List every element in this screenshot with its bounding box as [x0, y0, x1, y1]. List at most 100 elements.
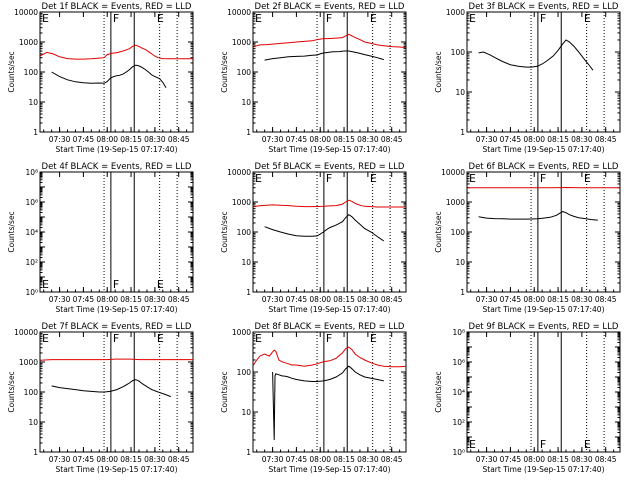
x-tick-label: 07:45 [500, 295, 522, 304]
y-tick-label: 10² [25, 258, 38, 267]
series-events-line [478, 211, 598, 221]
y-tick-label: 1000 [446, 8, 465, 17]
y-tick-label: 10 [455, 88, 465, 97]
y-tick-label: 10⁶ [452, 358, 465, 367]
flag-label-e: E [584, 12, 591, 25]
x-tick-label: 07:45 [286, 295, 308, 304]
y-axis-label: Counts/sec [7, 211, 16, 252]
y-tick-label: 1000 [19, 38, 38, 47]
x-tick-label: 08:15 [120, 135, 142, 144]
y-axis-label: Counts/sec [220, 371, 229, 412]
flag-label-e: E [370, 172, 377, 185]
y-tick-label: 10000 [227, 168, 251, 177]
x-tick-label: 08:45 [168, 455, 190, 464]
plot-frame [466, 331, 621, 453]
x-tick-label: 08:45 [381, 455, 403, 464]
y-tick-label: 10⁰ [452, 448, 465, 457]
flag-label-f: F [326, 332, 332, 345]
x-tick-label: 08:00 [523, 295, 545, 304]
flag-label-e: E [255, 12, 262, 25]
flag-label-f: F [540, 12, 546, 25]
x-tick-label: 08:30 [144, 295, 166, 304]
flag-label-e: E [157, 278, 164, 291]
x-tick-label: 07:30 [262, 455, 284, 464]
y-tick-label: 100 [451, 48, 466, 57]
x-tick-label: 07:30 [49, 295, 71, 304]
y-tick-label: 1 [246, 128, 251, 137]
y-tick-label: 10 [241, 408, 251, 417]
panel-4: Det 4f BLACK = Events, RED = LLD 10⁰ 10² 10… [7, 162, 194, 314]
x-tick-label: 08:00 [96, 295, 118, 304]
flag-label-e: E [157, 12, 164, 25]
x-tick-label: 08:45 [381, 295, 403, 304]
y-tick-label: 10⁶ [25, 198, 38, 207]
series-lld-line [40, 44, 193, 60]
plot-frame [39, 171, 194, 293]
y-tick-label: 10⁸ [25, 168, 38, 177]
x-tick-label: 08:30 [571, 455, 593, 464]
panel-3: Det 3f BLACK = Events, RED = LLD 1 10 100 10… [434, 2, 621, 154]
series-events-line [264, 213, 385, 242]
y-tick-label: 10000 [441, 168, 465, 177]
panel-title: Det 7f BLACK = Events, RED = LLD [42, 322, 192, 332]
panel-6: Det 6f BLACK = Events, RED = LLD 1 10 100 10… [434, 162, 621, 314]
panel-title: Det 4f BLACK = Events, RED = LLD [42, 162, 192, 172]
flag-label-e: E [255, 332, 262, 345]
y-tick-label: 100 [24, 388, 39, 397]
x-tick-label: 08:15 [547, 295, 569, 304]
panel-title: Det 5f BLACK = Events, RED = LLD [255, 162, 405, 172]
x-tick-label: 07:45 [73, 455, 95, 464]
y-tick-label: 1000 [446, 198, 465, 207]
flag-label-f: F [326, 12, 332, 25]
y-tick-label: 10⁴ [452, 388, 465, 397]
x-tick-label: 08:15 [333, 455, 355, 464]
flag-label-e: E [42, 332, 49, 345]
series-lld-line [253, 346, 407, 368]
y-axis-label: Counts/sec [7, 371, 16, 412]
x-axis-label: Start Time (19-Sep-15 07:17:40) [56, 305, 178, 314]
panel-8: Det 8f BLACK = Events, RED = LLD 1 10 100 10… [220, 322, 407, 474]
series-events-line [478, 39, 594, 71]
y-tick-label: 10² [452, 418, 465, 427]
x-tick-label: 08:00 [96, 455, 118, 464]
x-tick-label: 08:00 [309, 135, 331, 144]
plot-frame [466, 11, 621, 133]
flag-label-e: E [42, 12, 49, 25]
x-tick-label: 08:15 [120, 295, 142, 304]
x-tick-label: 07:30 [476, 295, 498, 304]
series-events-line [51, 64, 167, 88]
y-tick-label: 100 [237, 228, 252, 237]
panel-title: Det 3f BLACK = Events, RED = LLD [469, 2, 619, 12]
flag-label-e: E [469, 438, 476, 451]
y-axis-label: Counts/sec [434, 51, 443, 92]
x-tick-label: 07:45 [286, 455, 308, 464]
y-tick-label: 1 [33, 448, 38, 457]
panel-title: Det 9f BLACK = Events, RED = LLD [469, 322, 619, 332]
flag-label-e: E [42, 278, 49, 291]
x-tick-label: 08:45 [168, 135, 190, 144]
y-tick-label: 1000 [232, 328, 251, 337]
panel-title: Det 2f BLACK = Events, RED = LLD [255, 2, 405, 12]
x-tick-label: 08:30 [144, 135, 166, 144]
x-tick-label: 08:15 [333, 135, 355, 144]
x-axis-label: Start Time (19-Sep-15 07:17:40) [269, 305, 391, 314]
y-tick-label: 1000 [232, 38, 251, 47]
series-lld-line [40, 358, 193, 361]
panel-2: Det 2f BLACK = Events, RED = LLD 1 10 100 10… [220, 2, 407, 154]
y-tick-label: 10000 [14, 8, 38, 17]
series-events-line [51, 379, 171, 398]
plot-frame [39, 331, 194, 453]
x-tick-label: 08:45 [595, 135, 617, 144]
x-tick-label: 08:00 [309, 295, 331, 304]
y-tick-label: 1 [460, 128, 465, 137]
x-tick-label: 08:15 [547, 455, 569, 464]
y-tick-label: 10⁴ [25, 228, 38, 237]
x-axis-label: Start Time (19-Sep-15 07:17:40) [483, 305, 605, 314]
y-tick-label: 1000 [19, 358, 38, 367]
y-axis-label: Counts/sec [434, 211, 443, 252]
flag-label-e: E [469, 172, 476, 185]
x-tick-label: 08:30 [357, 455, 379, 464]
y-tick-label: 10 [241, 98, 251, 107]
x-tick-label: 07:30 [262, 295, 284, 304]
x-tick-label: 07:45 [500, 135, 522, 144]
